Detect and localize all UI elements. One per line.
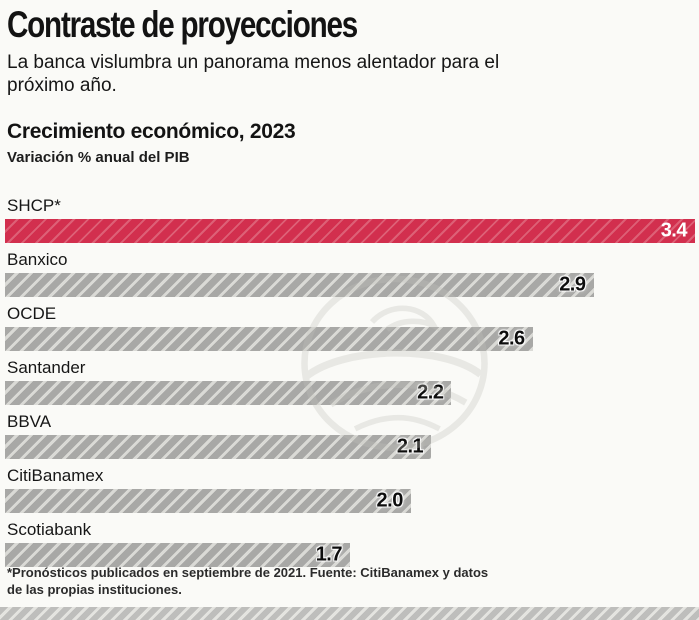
bar: 2.2 bbox=[5, 381, 452, 405]
bar-label: CitiBanamex bbox=[7, 466, 104, 485]
bar: 2.9 bbox=[5, 273, 594, 297]
bar: 1.7 bbox=[5, 543, 350, 567]
bar-row: OCDE 2.6 bbox=[5, 304, 695, 351]
bar-label: BBVA bbox=[7, 412, 52, 431]
bar: 2.1 bbox=[5, 435, 432, 459]
bar-row: Santander 2.2 bbox=[5, 358, 695, 405]
bar-highlighted: 3.4 bbox=[5, 219, 695, 243]
bar-chart: SHCP* 3.4 Banxico 2.9 OCDE 2.6 Santander 2.2 BBV… bbox=[5, 196, 695, 574]
subtitle: La banca vislumbra un panorama menos ale… bbox=[7, 52, 500, 96]
bar-value: 2.6 bbox=[498, 327, 525, 350]
page-title: Contraste de proyecciones bbox=[7, 4, 358, 45]
bar-row: BBVA 2.1 bbox=[5, 412, 695, 459]
bar-label: Scotiabank bbox=[7, 520, 92, 539]
bar-value: 2.0 bbox=[376, 489, 404, 512]
bar: 2.6 bbox=[5, 327, 533, 351]
bar-value: 2.2 bbox=[417, 381, 444, 404]
bar-label: Banxico bbox=[7, 250, 68, 269]
bar-value: 3.4 bbox=[660, 219, 688, 242]
bar-value: 1.7 bbox=[315, 543, 343, 566]
bar-value: 2.1 bbox=[396, 435, 424, 458]
bar-row: Banxico 2.9 bbox=[5, 250, 695, 297]
bar-label: Santander bbox=[7, 358, 86, 377]
bar-row: SHCP* 3.4 bbox=[5, 196, 695, 243]
bar-row: CitiBanamex 2.0 bbox=[5, 466, 695, 513]
footnote: *Pronósticos publicados en septiembre de… bbox=[7, 565, 489, 597]
bar-label: OCDE bbox=[7, 304, 57, 323]
bar-label: SHCP* bbox=[7, 196, 61, 215]
chart-title: Crecimiento económico, 2023 bbox=[7, 120, 296, 143]
decorative-hatch-strip bbox=[0, 607, 699, 620]
bar-row: Scotiabank 1.7 bbox=[5, 520, 695, 567]
bar: 2.0 bbox=[5, 489, 411, 513]
bar-value: 2.9 bbox=[559, 273, 586, 296]
chart-unit-label: Variación % anual del PIB bbox=[7, 149, 190, 166]
